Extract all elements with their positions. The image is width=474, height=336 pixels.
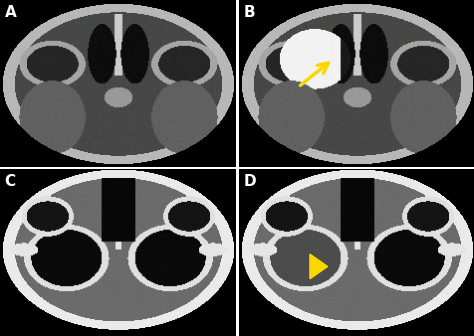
- Polygon shape: [310, 254, 328, 279]
- Text: B: B: [244, 5, 255, 20]
- Text: A: A: [5, 5, 17, 20]
- Text: D: D: [244, 174, 256, 190]
- Text: C: C: [5, 174, 16, 190]
